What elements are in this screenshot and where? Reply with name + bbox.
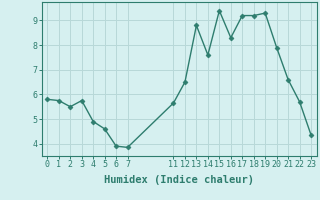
X-axis label: Humidex (Indice chaleur): Humidex (Indice chaleur) <box>104 175 254 185</box>
